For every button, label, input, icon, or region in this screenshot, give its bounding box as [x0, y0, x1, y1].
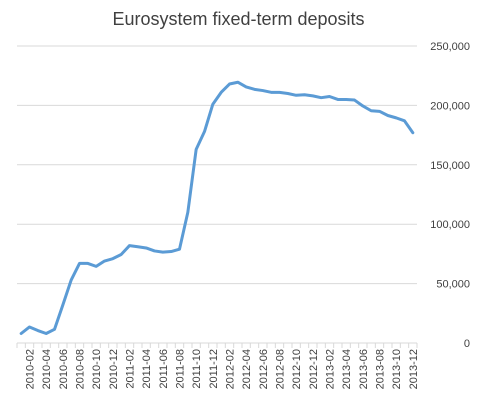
x-axis-ticks — [16, 343, 418, 348]
data-series — [19, 80, 415, 335]
x-tick-label: 2012-04 — [241, 349, 253, 389]
series-line — [19, 80, 415, 335]
x-axis-labels: 2010-02 2010-04 2010-06 2010-08 2010-10 2010-… — [25, 349, 420, 389]
x-tick-label: 2011-02 — [125, 349, 137, 389]
x-tick-label: 2012-10 — [291, 349, 303, 389]
x-tick-label: 2010-04 — [41, 349, 53, 389]
x-tick-label: 2013-02 — [325, 349, 337, 389]
x-tick-label: 2011-06 — [158, 349, 170, 389]
y-axis-labels: 0 50,000 100,000 150,000 200,000 250,000 — [430, 41, 470, 350]
x-tick-label: 2011-04 — [141, 349, 153, 389]
x-tick-label: 2010-08 — [75, 349, 87, 389]
x-tick-label: 2012-12 — [308, 349, 320, 389]
x-tick-label: 2011-10 — [191, 349, 203, 389]
x-tick-label: 2010-10 — [91, 349, 103, 389]
chart-title: Eurosystem fixed-term deposits — [112, 9, 365, 29]
x-tick-label: 2010-02 — [25, 349, 37, 389]
y-tick-label: 100,000 — [430, 219, 470, 231]
x-tick-label: 2012-08 — [275, 349, 287, 389]
x-tick-label: 2013-04 — [341, 349, 353, 389]
x-tick-label: 2013-08 — [375, 349, 387, 389]
y-tick-label: 200,000 — [430, 100, 470, 112]
x-tick-label: 2013-06 — [358, 349, 370, 389]
x-tick-label: 2013-12 — [408, 349, 420, 389]
x-tick-label: 2010-12 — [108, 349, 120, 389]
x-tick-label: 2012-02 — [225, 349, 237, 389]
x-tick-label: 2013-10 — [391, 349, 403, 389]
y-tick-label: 0 — [464, 338, 470, 350]
x-tick-label: 2011-12 — [208, 349, 220, 389]
y-tick-label: 150,000 — [430, 160, 470, 172]
y-tick-label: 250,000 — [430, 41, 470, 53]
y-tick-label: 50,000 — [436, 279, 470, 291]
x-tick-label: 2011-08 — [175, 349, 187, 389]
x-tick-label: 2010-06 — [58, 349, 70, 389]
x-tick-label: 2012-06 — [258, 349, 270, 389]
gridlines — [17, 45, 417, 285]
